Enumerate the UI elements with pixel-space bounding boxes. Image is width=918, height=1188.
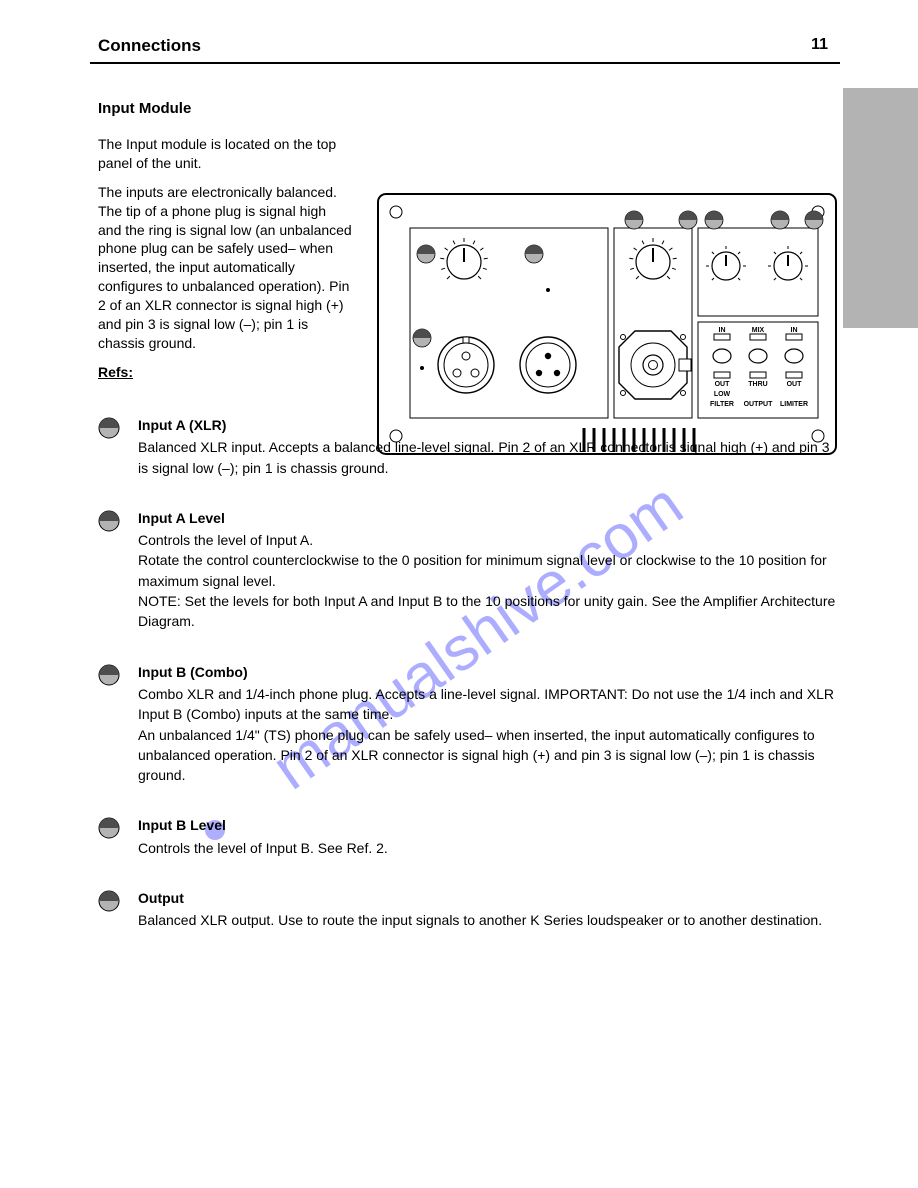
ref-bullet-icon bbox=[98, 664, 120, 686]
ref-body-l1: Combo XLR and 1/4-inch phone plug. Accep… bbox=[138, 686, 834, 722]
ref-body: Balanced XLR output. Use to route the in… bbox=[138, 912, 822, 928]
ref-bullet-icon bbox=[98, 817, 120, 839]
page-header-title: Connections bbox=[98, 36, 201, 56]
svg-text:IN: IN bbox=[719, 327, 726, 334]
refs-heading: Refs: bbox=[98, 363, 352, 382]
svg-text:OUTPUT: OUTPUT bbox=[744, 401, 774, 408]
svg-text:OUT: OUT bbox=[787, 381, 803, 388]
svg-text:IN: IN bbox=[791, 327, 798, 334]
svg-text:OUT: OUT bbox=[715, 381, 731, 388]
ref-item-1: Input A (XLR) Balanced XLR input. Accept… bbox=[98, 415, 838, 478]
intro-p2: The inputs are electronically balanced. … bbox=[98, 183, 352, 353]
ref-item-3: Input B (Combo) Combo XLR and 1/4-inch p… bbox=[98, 662, 838, 786]
ref-item-5: Output Balanced XLR output. Use to route… bbox=[98, 888, 838, 931]
svg-text:THRU: THRU bbox=[748, 381, 767, 388]
svg-text:LOW: LOW bbox=[714, 391, 731, 398]
ref-title: Input A Level bbox=[138, 508, 838, 528]
page-number: 11 bbox=[811, 36, 828, 54]
ref-body: Balanced XLR input. Accepts a balanced l… bbox=[138, 439, 829, 475]
intro-p1: The Input module is located on the top p… bbox=[98, 135, 352, 173]
ref-title: Input A (XLR) bbox=[138, 415, 838, 435]
ref-title: Output bbox=[138, 888, 838, 908]
ref-items: Input A (XLR) Balanced XLR input. Accept… bbox=[98, 415, 838, 961]
ref-item-4: Input B Level Controls the level of Inpu… bbox=[98, 815, 838, 858]
ref-bullet-icon bbox=[98, 417, 120, 439]
section-heading: Input Module bbox=[98, 100, 191, 117]
ref-title: Input B Level bbox=[138, 815, 838, 835]
ref-body-l2: Rotate the control counterclockwise to t… bbox=[138, 552, 827, 588]
ref-body-l2: An unbalanced 1/4" (TS) phone plug can b… bbox=[138, 727, 815, 784]
ref-title: Input B (Combo) bbox=[138, 662, 838, 682]
svg-text:FILTER: FILTER bbox=[710, 401, 734, 408]
intro-block: The Input module is located on the top p… bbox=[98, 135, 352, 392]
ref-body: Controls the level of Input B. See Ref. … bbox=[138, 840, 388, 856]
ref-item-2: Input A Level Controls the level of Inpu… bbox=[98, 508, 838, 632]
ref-body-l3: NOTE: Set the levels for both Input A an… bbox=[138, 593, 835, 629]
side-tab bbox=[843, 88, 918, 328]
ref-bullet-icon bbox=[98, 890, 120, 912]
svg-text:MIX: MIX bbox=[752, 327, 765, 334]
ref-body-l1: Controls the level of Input A. bbox=[138, 532, 313, 548]
svg-text:LIMITER: LIMITER bbox=[780, 401, 808, 408]
ref-bullet-icon bbox=[98, 510, 120, 532]
header-rule bbox=[90, 62, 840, 64]
